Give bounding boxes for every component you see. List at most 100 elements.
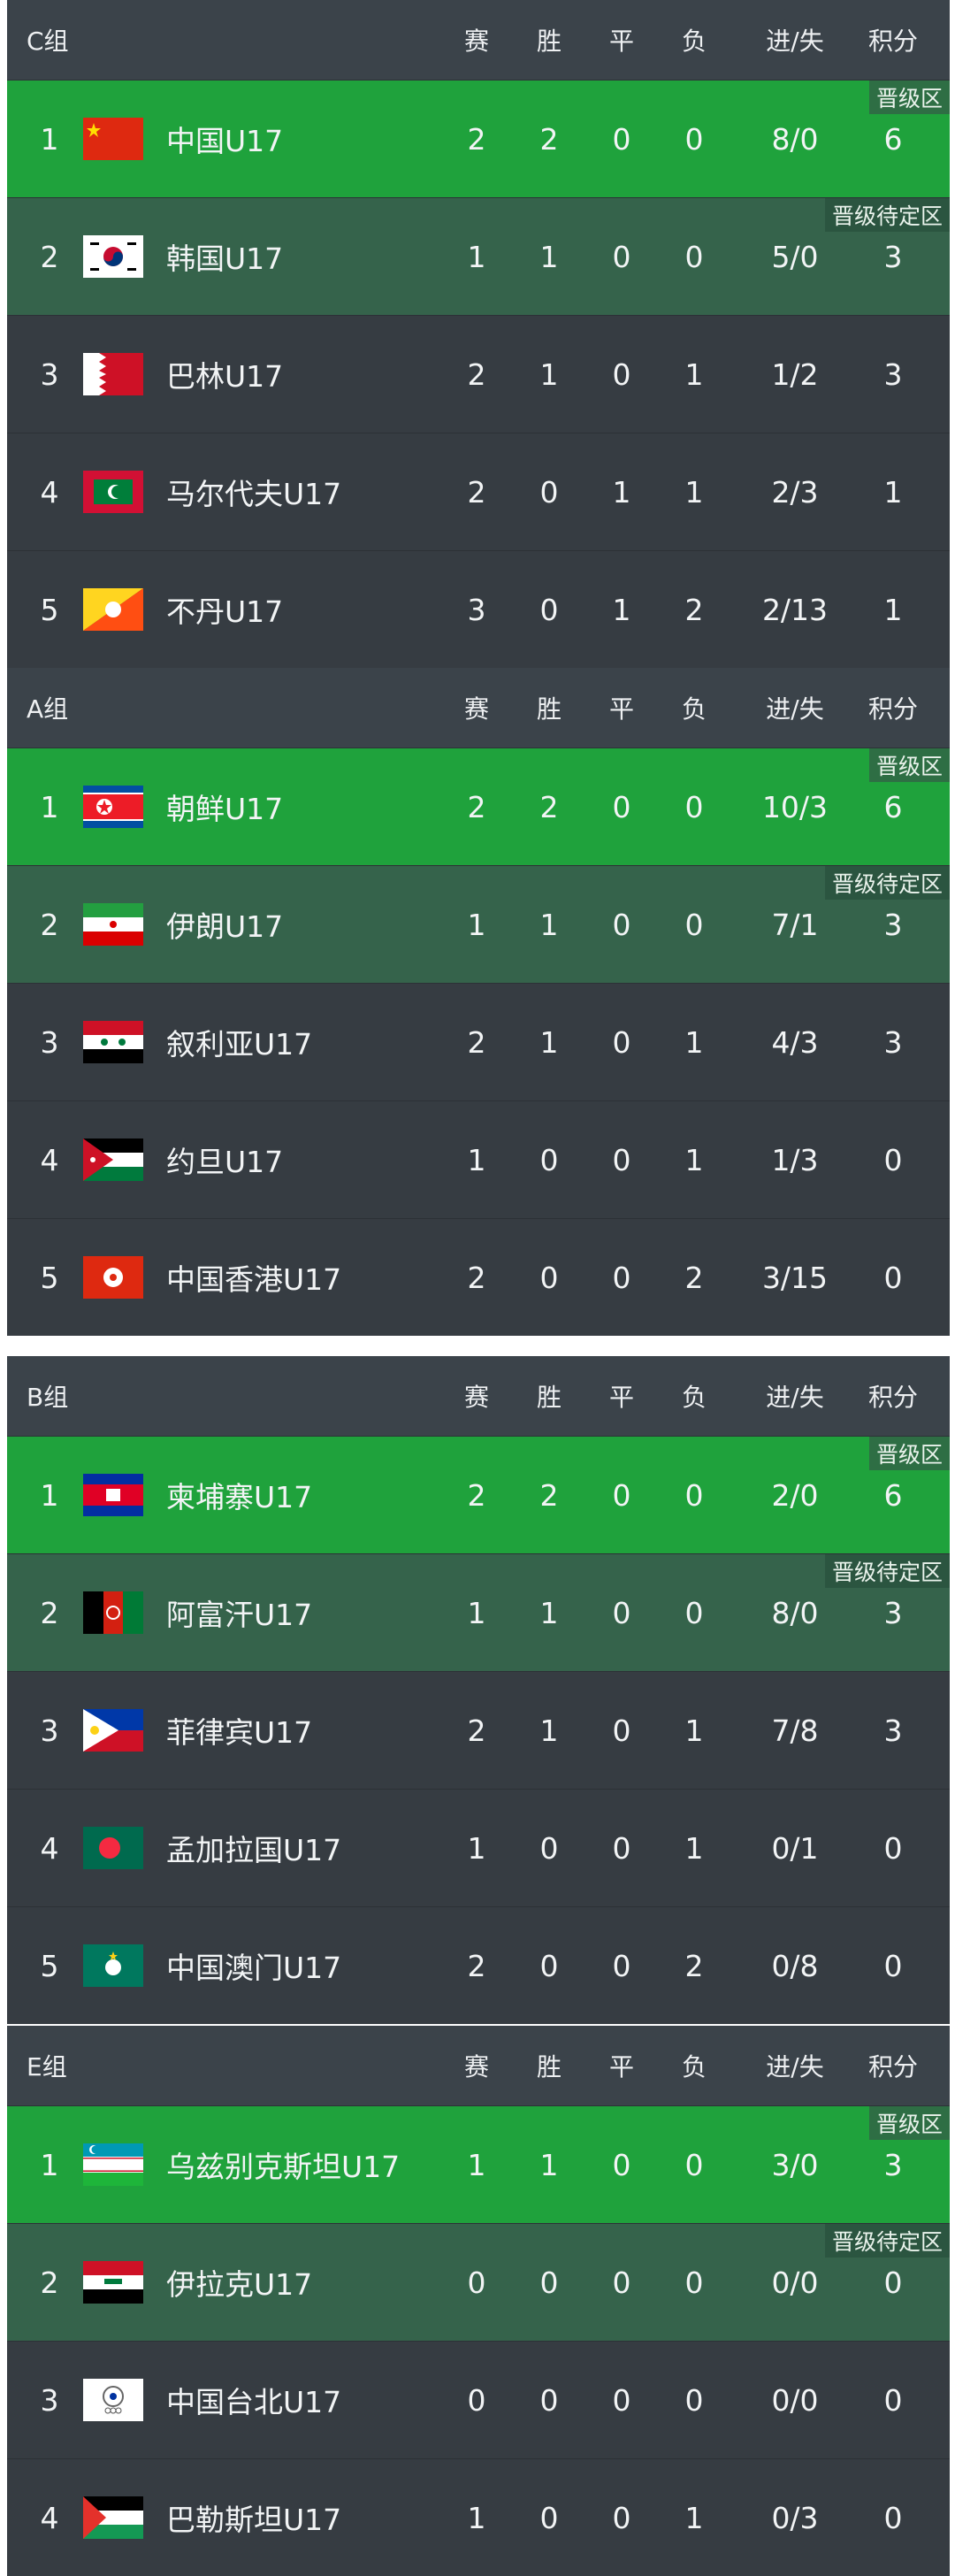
column-header-won[interactable]: 胜 [536,1383,562,1412]
drawn-value: 0 [612,2500,631,2535]
team-name[interactable]: 阿富汗U17 [166,1598,313,1632]
team-name[interactable]: 乌兹别克斯坦U17 [166,2150,401,2184]
played-value: 2 [467,474,486,510]
column-header-played[interactable]: 赛 [463,1383,489,1412]
column-header-goals-ratio[interactable]: 进/失 [766,2052,824,2082]
team-row[interactable]: 3 叙利亚U17 2 1 0 1 4/3 3 [7,983,950,1100]
advance-zone-badge: 晋级区 [868,1437,950,1470]
goals-ratio-value: 5/0 [771,239,819,274]
column-header-won[interactable]: 胜 [536,27,562,56]
team-row[interactable]: 5 不丹U17 3 0 1 2 2/13 1 [7,550,950,668]
team-name[interactable]: 不丹U17 [166,594,284,629]
column-header-lost[interactable]: 负 [681,694,707,724]
team-name[interactable]: 中国澳门U17 [166,1951,342,1985]
team-name[interactable]: 伊朗U17 [166,909,284,944]
points-value: 0 [883,2500,903,2535]
column-header-lost[interactable]: 负 [681,27,707,56]
column-header-points[interactable]: 积分 [867,1383,918,1412]
drawn-value: 0 [612,789,631,824]
team-name[interactable]: 朝鲜U17 [166,792,284,826]
drawn-value: 0 [612,2147,631,2182]
team-row[interactable]: 晋级待定区 2 阿富汗U17 1 1 0 0 8/0 3 [7,1553,950,1671]
iran-flag-icon [83,903,143,946]
column-header-won[interactable]: 胜 [536,694,562,724]
team-name[interactable]: 伊拉克U17 [166,2267,313,2302]
lost-value: 0 [684,239,704,274]
column-header-lost[interactable]: 负 [681,1383,707,1412]
team-row[interactable]: 晋级区 1 柬埔寨U17 2 2 0 0 2/0 6 [7,1436,950,1553]
column-header-points[interactable]: 积分 [867,694,918,724]
team-name[interactable]: 韩国U17 [166,242,284,276]
group-header: C组 赛 胜 平 负 进/失 积分 [7,0,950,80]
column-header-goals-ratio[interactable]: 进/失 [766,1383,824,1412]
column-header-played[interactable]: 赛 [463,2052,489,2082]
team-row[interactable]: 4 马尔代夫U17 2 0 1 1 2/3 1 [7,433,950,550]
team-row[interactable]: 4 约旦U17 1 0 0 1 1/3 0 [7,1100,950,1218]
team-name[interactable]: 约旦U17 [166,1145,284,1179]
column-header-points[interactable]: 积分 [867,2052,918,2082]
lost-value: 1 [684,474,704,510]
bahrain-flag-icon [83,353,143,395]
team-row[interactable]: 晋级待定区 2 韩国U17 1 1 0 0 5/0 3 [7,197,950,315]
drawn-value: 0 [612,907,631,942]
column-header-lost[interactable]: 负 [681,2052,707,2082]
team-name[interactable]: 马尔代夫U17 [166,477,342,511]
played-value: 1 [467,239,486,274]
team-row[interactable]: 晋级区 1 中国U17 2 2 0 0 8/0 6 [7,80,950,197]
team-name[interactable]: 中国U17 [166,124,284,158]
won-value: 1 [539,1713,559,1748]
rank: 2 [40,2265,59,2300]
won-value: 0 [539,1830,559,1866]
team-row[interactable]: 4 孟加拉国U17 1 0 0 1 0/1 0 [7,1789,950,1906]
column-header-played[interactable]: 赛 [463,694,489,724]
team-row[interactable]: 4 巴勒斯坦U17 1 0 0 1 0/3 0 [7,2458,950,2576]
chinese-taipei-flag-icon [83,2379,143,2421]
goals-ratio-value: 10/3 [761,789,829,824]
goals-ratio-value: 8/0 [771,1595,819,1630]
team-row[interactable]: 5 中国香港U17 2 0 0 2 3/15 0 [7,1218,950,1336]
column-header-drawn[interactable]: 平 [608,2052,634,2082]
team-row[interactable]: 3 菲律宾U17 2 1 0 1 7/8 3 [7,1671,950,1789]
team-name[interactable]: 中国台北U17 [166,2385,342,2419]
team-row[interactable]: 5 中国澳门U17 2 0 0 2 0/8 0 [7,1906,950,2024]
played-value: 2 [467,356,486,392]
pending-zone-badge: 晋级待定区 [824,866,950,900]
column-header-points[interactable]: 积分 [867,27,918,56]
team-name[interactable]: 叙利亚U17 [166,1027,313,1062]
drawn-value: 0 [612,121,631,157]
team-row[interactable]: 晋级区 1 乌兹别克斯坦U17 1 1 0 0 3/0 3 [7,2105,950,2223]
column-header-goals-ratio[interactable]: 进/失 [766,27,824,56]
column-header-won[interactable]: 胜 [536,2052,562,2082]
column-header-drawn[interactable]: 平 [608,1383,634,1412]
team-name[interactable]: 中国香港U17 [166,1262,342,1297]
team-row[interactable]: 晋级区 1 朝鲜U17 2 2 0 0 10/3 6 [7,748,950,865]
goals-ratio-value: 0/0 [771,2265,819,2300]
macau-flag-icon [83,1944,143,1987]
team-name[interactable]: 菲律宾U17 [166,1715,313,1750]
column-header-drawn[interactable]: 平 [608,27,634,56]
played-value: 3 [467,592,486,627]
team-row[interactable]: 晋级待定区 2 伊朗U17 1 1 0 0 7/1 3 [7,865,950,983]
goals-ratio-value: 7/1 [771,907,819,942]
column-header-goals-ratio[interactable]: 进/失 [766,694,824,724]
team-name[interactable]: 巴林U17 [166,359,284,394]
lost-value: 2 [684,1260,704,1295]
lost-value: 1 [684,356,704,392]
south-korea-flag-icon [83,235,143,278]
won-value: 0 [539,1948,559,1983]
team-name[interactable]: 巴勒斯坦U17 [166,2503,342,2537]
goals-ratio-value: 1/2 [771,356,819,392]
played-value: 0 [467,2382,486,2418]
team-row[interactable]: 晋级待定区 2 伊拉克U17 0 0 0 0 0/0 0 [7,2223,950,2341]
team-name[interactable]: 孟加拉国U17 [166,1833,342,1867]
column-header-drawn[interactable]: 平 [608,694,634,724]
rank: 1 [40,2147,59,2182]
team-name[interactable]: 柬埔寨U17 [166,1480,313,1514]
goals-ratio-value: 0/8 [771,1948,819,1983]
column-header-played[interactable]: 赛 [463,27,489,56]
pending-zone-badge: 晋级待定区 [824,1554,950,1588]
bhutan-flag-icon [83,588,143,631]
rank: 3 [40,2382,59,2418]
team-row[interactable]: 3 中国台北U17 0 0 0 0 0/0 0 [7,2341,950,2458]
team-row[interactable]: 3 巴林U17 2 1 0 1 1/2 3 [7,315,950,433]
